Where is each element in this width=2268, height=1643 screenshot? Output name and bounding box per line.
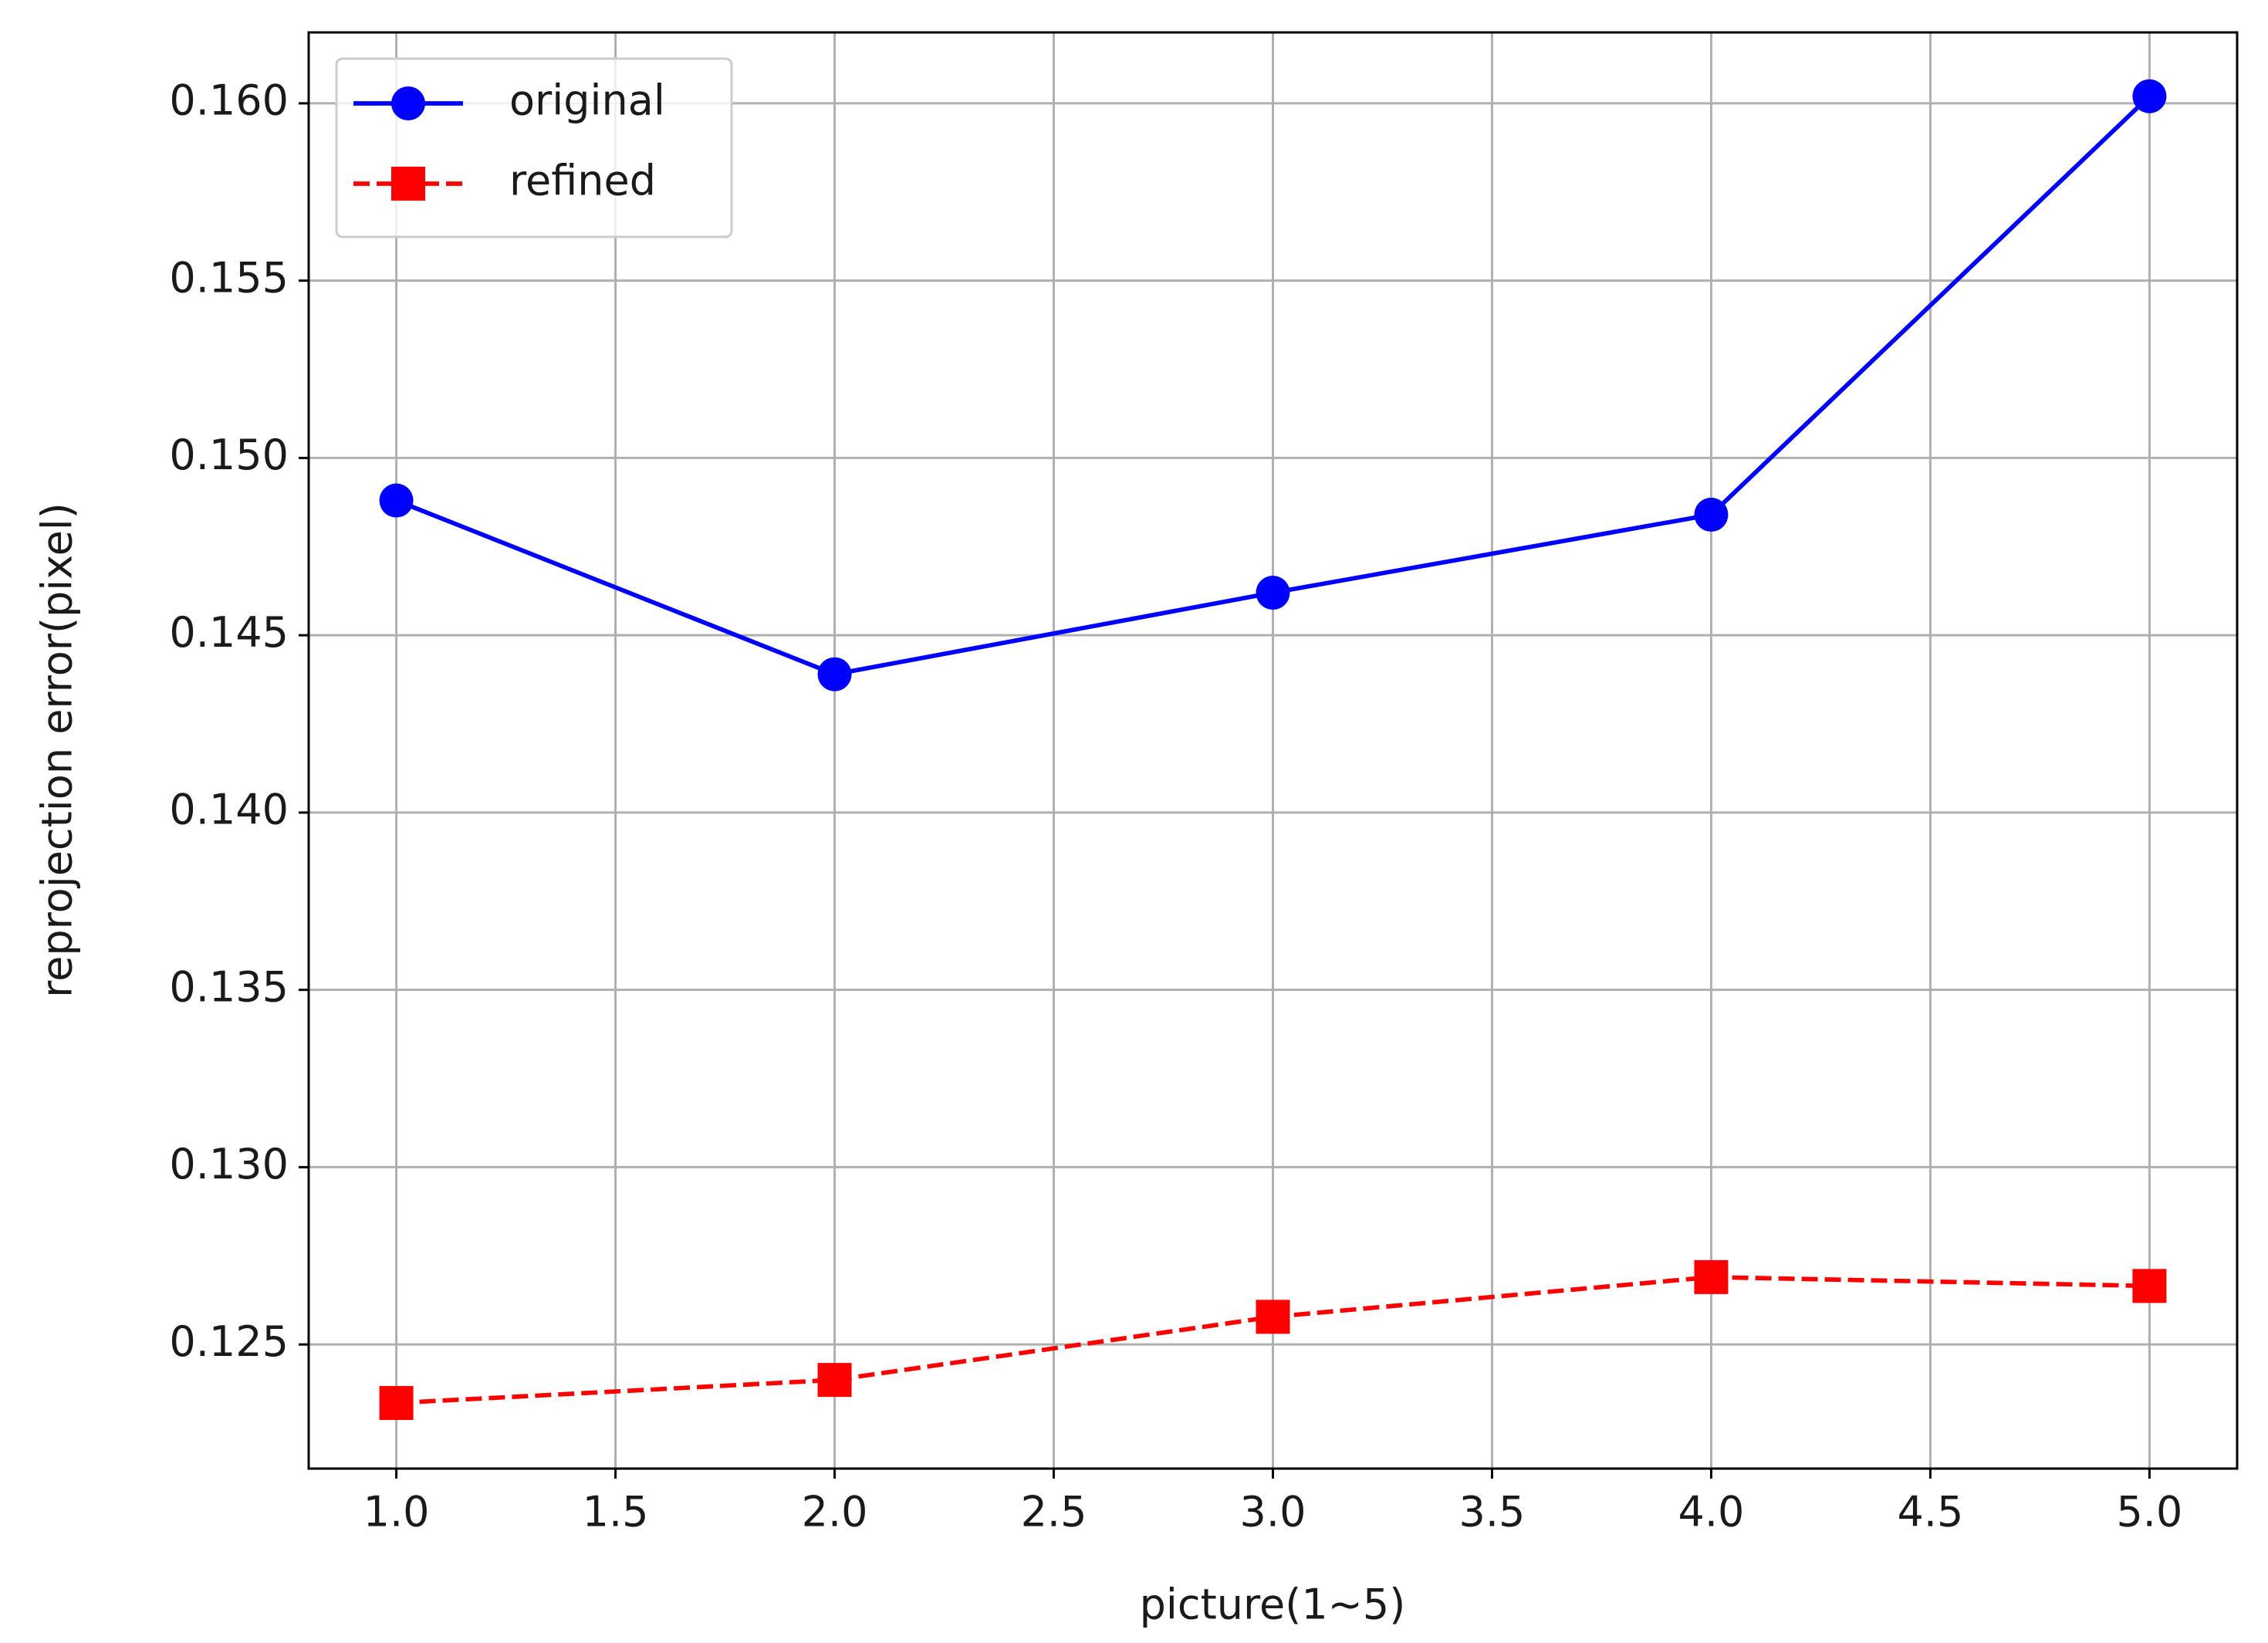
y-tick-label: 0.150	[169, 431, 289, 479]
y-axis-label: reprojection error(pixel)	[33, 502, 82, 998]
legend-marker	[391, 86, 425, 120]
y-tick-label: 0.155	[169, 253, 289, 302]
y-tick-label: 0.130	[169, 1140, 289, 1188]
x-tick-label: 3.5	[1459, 1488, 1526, 1537]
plot-frame	[307, 31, 2239, 1470]
legend-label: original	[509, 76, 665, 125]
x-tick-label: 2.0	[802, 1488, 868, 1537]
x-tick-label: 1.5	[583, 1488, 649, 1537]
x-tick-label: 3.0	[1240, 1488, 1306, 1537]
y-tick-label: 0.160	[169, 76, 289, 125]
marker	[1694, 497, 1729, 532]
marker	[817, 657, 852, 691]
y-tick-label: 0.135	[169, 962, 289, 1011]
x-tick-label: 5.0	[2116, 1488, 2182, 1537]
y-tick-label: 0.140	[169, 786, 289, 834]
x-tick-label: 4.0	[1678, 1488, 1745, 1537]
y-tick-label: 0.125	[169, 1317, 289, 1366]
marker	[379, 483, 414, 518]
marker	[817, 1363, 852, 1398]
marker	[2132, 79, 2167, 113]
x-tick-label: 2.5	[1021, 1488, 1087, 1537]
marker	[1256, 1300, 1290, 1334]
marker	[1694, 1259, 1729, 1294]
x-tick-label: 4.5	[1897, 1488, 1963, 1537]
x-tick-label: 1.0	[363, 1488, 430, 1537]
marker	[379, 1385, 414, 1420]
legend-label: refined	[509, 157, 656, 205]
x-axis-label: picture(1~5)	[1140, 1580, 1406, 1629]
marker	[2132, 1269, 2167, 1303]
legend-marker	[391, 167, 425, 201]
y-tick-label: 0.145	[169, 608, 289, 657]
marker	[1256, 576, 1290, 610]
